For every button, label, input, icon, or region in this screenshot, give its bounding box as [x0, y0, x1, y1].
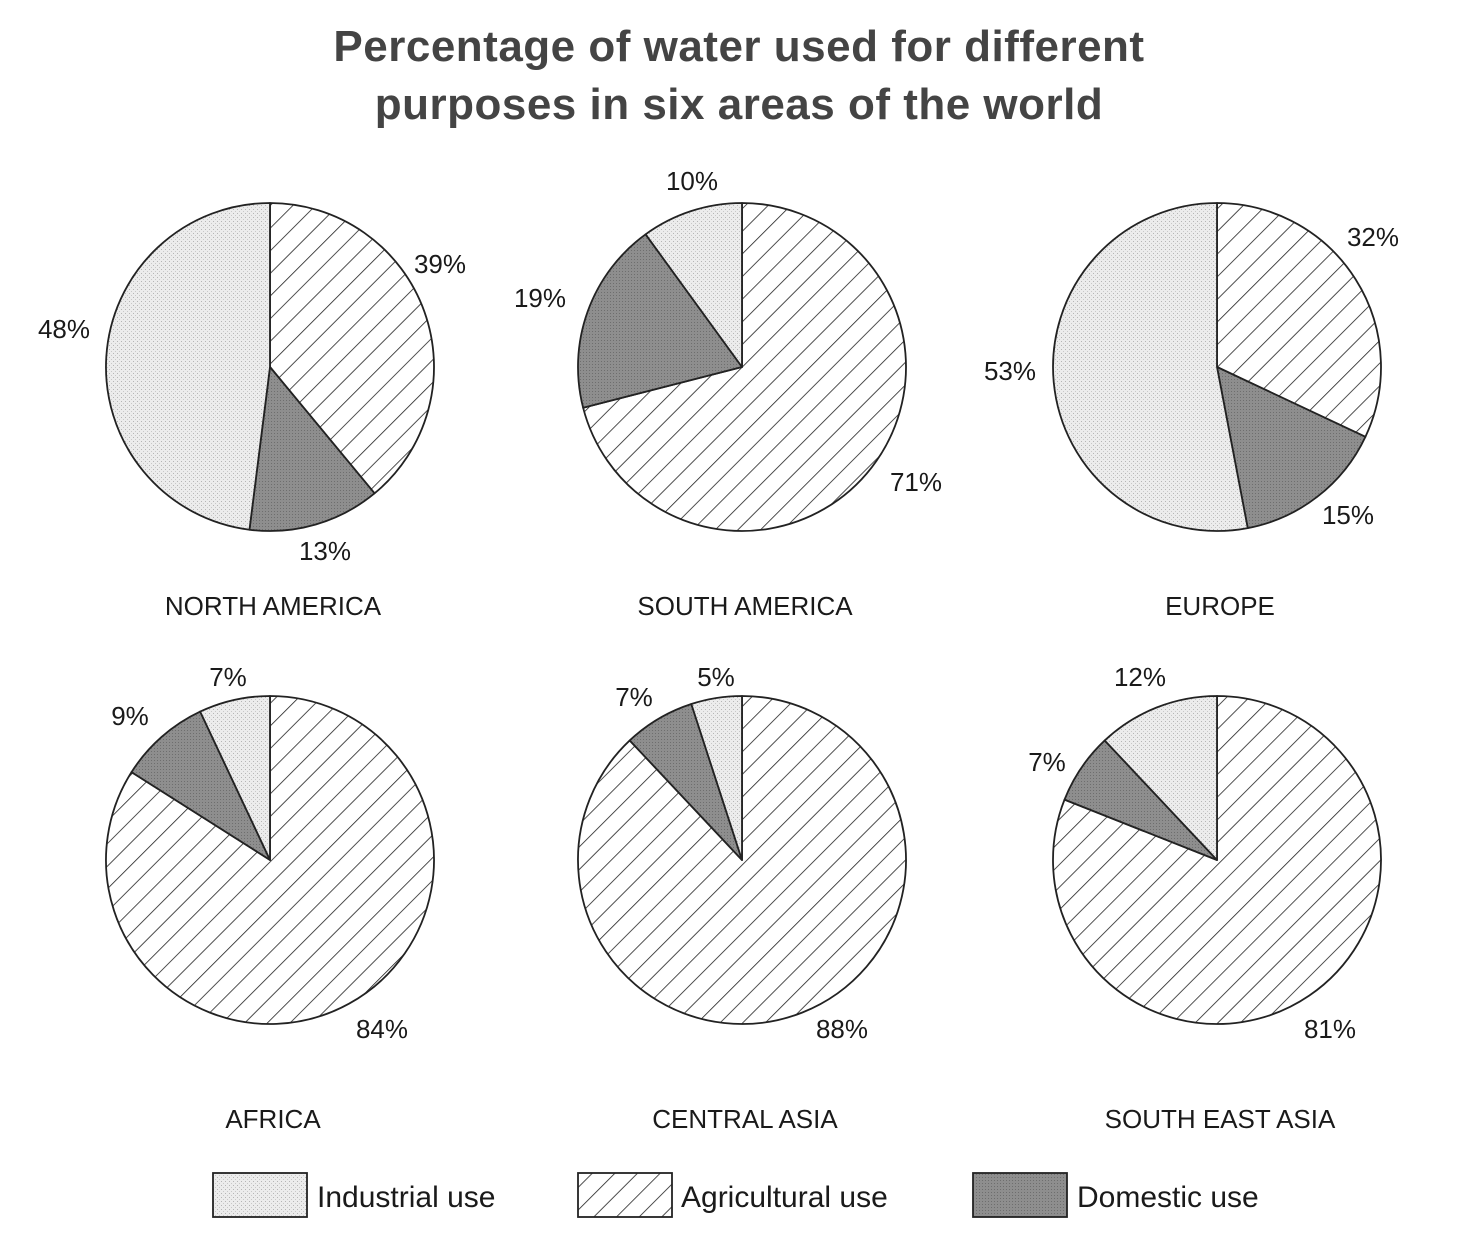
- pie-region-title: AFRICA: [225, 1104, 321, 1134]
- pie-region-title: CENTRAL ASIA: [652, 1104, 838, 1134]
- pie-slice-industrial: [644, 202, 743, 368]
- slice-data-label: 9%: [111, 701, 149, 731]
- slice-data-label: 15%: [1322, 500, 1374, 530]
- pie-region-title: SOUTH AMERICA: [637, 591, 853, 621]
- chart-title-line-1: Percentage of water used for different: [333, 22, 1145, 71]
- pie-chart-europe: 32% 15% 53% EUROPE: [984, 202, 1399, 621]
- pie-slice-agricultural: [269, 202, 435, 495]
- legend-swatch-agricultural: [577, 1172, 673, 1218]
- slice-data-label: 19%: [514, 283, 566, 313]
- pie-slice-domestic: [577, 233, 743, 409]
- legend-label-agricultural: Agricultural use: [681, 1181, 888, 1214]
- pie-slice-domestic: [248, 366, 376, 532]
- slice-data-label: 12%: [1114, 662, 1166, 692]
- slice-data-label: 48%: [38, 314, 90, 344]
- pie-slice-agricultural: [1216, 202, 1382, 438]
- slice-data-label: 84%: [356, 1014, 408, 1044]
- pie-slice-domestic: [130, 710, 271, 861]
- slice-data-label: 32%: [1347, 222, 1399, 252]
- legend-label-industrial: Industrial use: [317, 1181, 495, 1214]
- slice-data-label: 53%: [984, 356, 1036, 386]
- slice-data-label: 81%: [1304, 1014, 1356, 1044]
- slice-data-label: 10%: [666, 166, 718, 196]
- pie-region-title: SOUTH EAST ASIA: [1105, 1104, 1336, 1134]
- pies-group: 39% 13% 48% NORTH AMERICA 71% 19% 10% SOUTH AME…: [38, 166, 1399, 1134]
- pie-chart-africa: 84% 9% 7% AFRICA: [105, 662, 435, 1134]
- pie-region-title: NORTH AMERICA: [165, 591, 382, 621]
- pie-slice-agricultural: [582, 202, 907, 532]
- slice-data-label: 7%: [209, 662, 247, 692]
- pie-slice-industrial: [105, 202, 271, 531]
- legend-swatch-industrial: [212, 1172, 308, 1218]
- pie-region-title: EUROPE: [1165, 591, 1275, 621]
- slice-data-label: 39%: [414, 249, 466, 279]
- pie-slice-industrial: [1052, 202, 1249, 532]
- pie-chart-north-america: 39% 13% 48% NORTH AMERICA: [38, 202, 466, 621]
- slice-data-label: 7%: [615, 682, 653, 712]
- pie-slice-industrial: [199, 695, 271, 861]
- legend: Industrial use Agricultural use Domestic u…: [212, 1172, 1259, 1218]
- pie-slice-industrial: [1103, 695, 1218, 861]
- pie-slice-industrial: [690, 695, 743, 861]
- slice-data-label: 5%: [697, 662, 735, 692]
- legend-label-domestic: Domestic use: [1077, 1181, 1259, 1214]
- pie-chart-south-east-asia: 81% 7% 12% SOUTH EAST ASIA: [1028, 662, 1382, 1134]
- slice-data-label: 7%: [1028, 747, 1066, 777]
- slice-data-label: 71%: [890, 467, 942, 497]
- pie-chart-south-america: 71% 19% 10% SOUTH AMERICA: [514, 166, 942, 621]
- legend-swatch-domestic: [972, 1172, 1068, 1218]
- pie-slice-agricultural: [1052, 695, 1382, 1025]
- pie-slice-domestic: [1216, 366, 1367, 529]
- chart-title-line-2: purposes in six areas of the world: [374, 80, 1104, 129]
- pie-chart-central-asia: 88% 7% 5% CENTRAL ASIA: [577, 662, 907, 1134]
- slice-data-label: 13%: [299, 536, 351, 566]
- slice-data-label: 88%: [816, 1014, 868, 1044]
